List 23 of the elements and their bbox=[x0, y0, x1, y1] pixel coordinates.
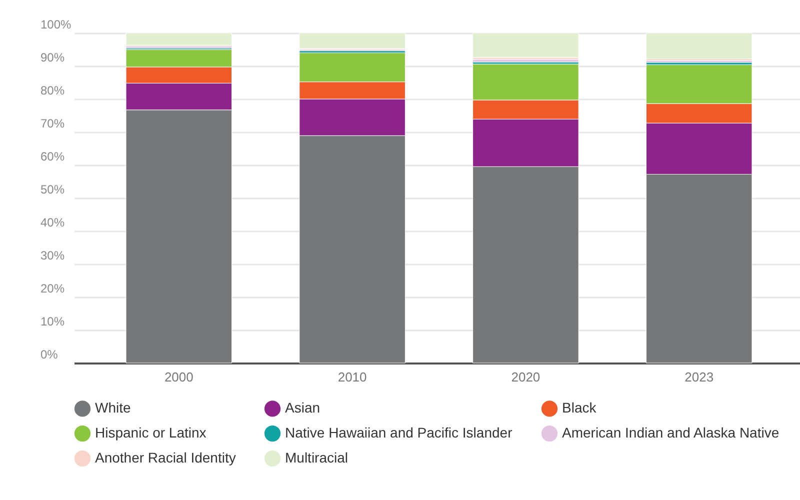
x-tick-label: 2010 bbox=[338, 370, 367, 384]
y-tick-label: 80% bbox=[40, 84, 65, 98]
legend-label: Black bbox=[562, 400, 598, 416]
legend-label: White bbox=[95, 400, 131, 416]
x-tick-label: 2000 bbox=[164, 370, 194, 384]
y-tick-label: 60% bbox=[40, 150, 65, 164]
legend-label: Another Racial Identity bbox=[95, 450, 236, 466]
y-tick-label: 30% bbox=[40, 248, 65, 262]
legend-label: Multiracial bbox=[285, 450, 348, 466]
y-tick-label: 90% bbox=[40, 50, 65, 64]
legend-label: American Indian and Alaska Native bbox=[562, 424, 780, 440]
y-tick-label: 50% bbox=[40, 182, 65, 196]
y-tick-label: 0% bbox=[40, 348, 58, 362]
y-tick-label: 70% bbox=[40, 116, 65, 130]
y-tick-label: 40% bbox=[40, 216, 65, 230]
y-tick-label: 20% bbox=[40, 282, 65, 296]
legend-label: Native Hawaiian and Pacific Islander bbox=[285, 424, 513, 440]
x-tick-label: 2023 bbox=[684, 370, 714, 384]
legend-label: Hispanic or Latinx bbox=[95, 424, 206, 440]
x-tick-label: 2020 bbox=[511, 370, 540, 384]
y-tick-label: 100% bbox=[40, 18, 72, 32]
legend-label: Asian bbox=[285, 400, 320, 416]
y-tick-label: 10% bbox=[40, 314, 65, 328]
